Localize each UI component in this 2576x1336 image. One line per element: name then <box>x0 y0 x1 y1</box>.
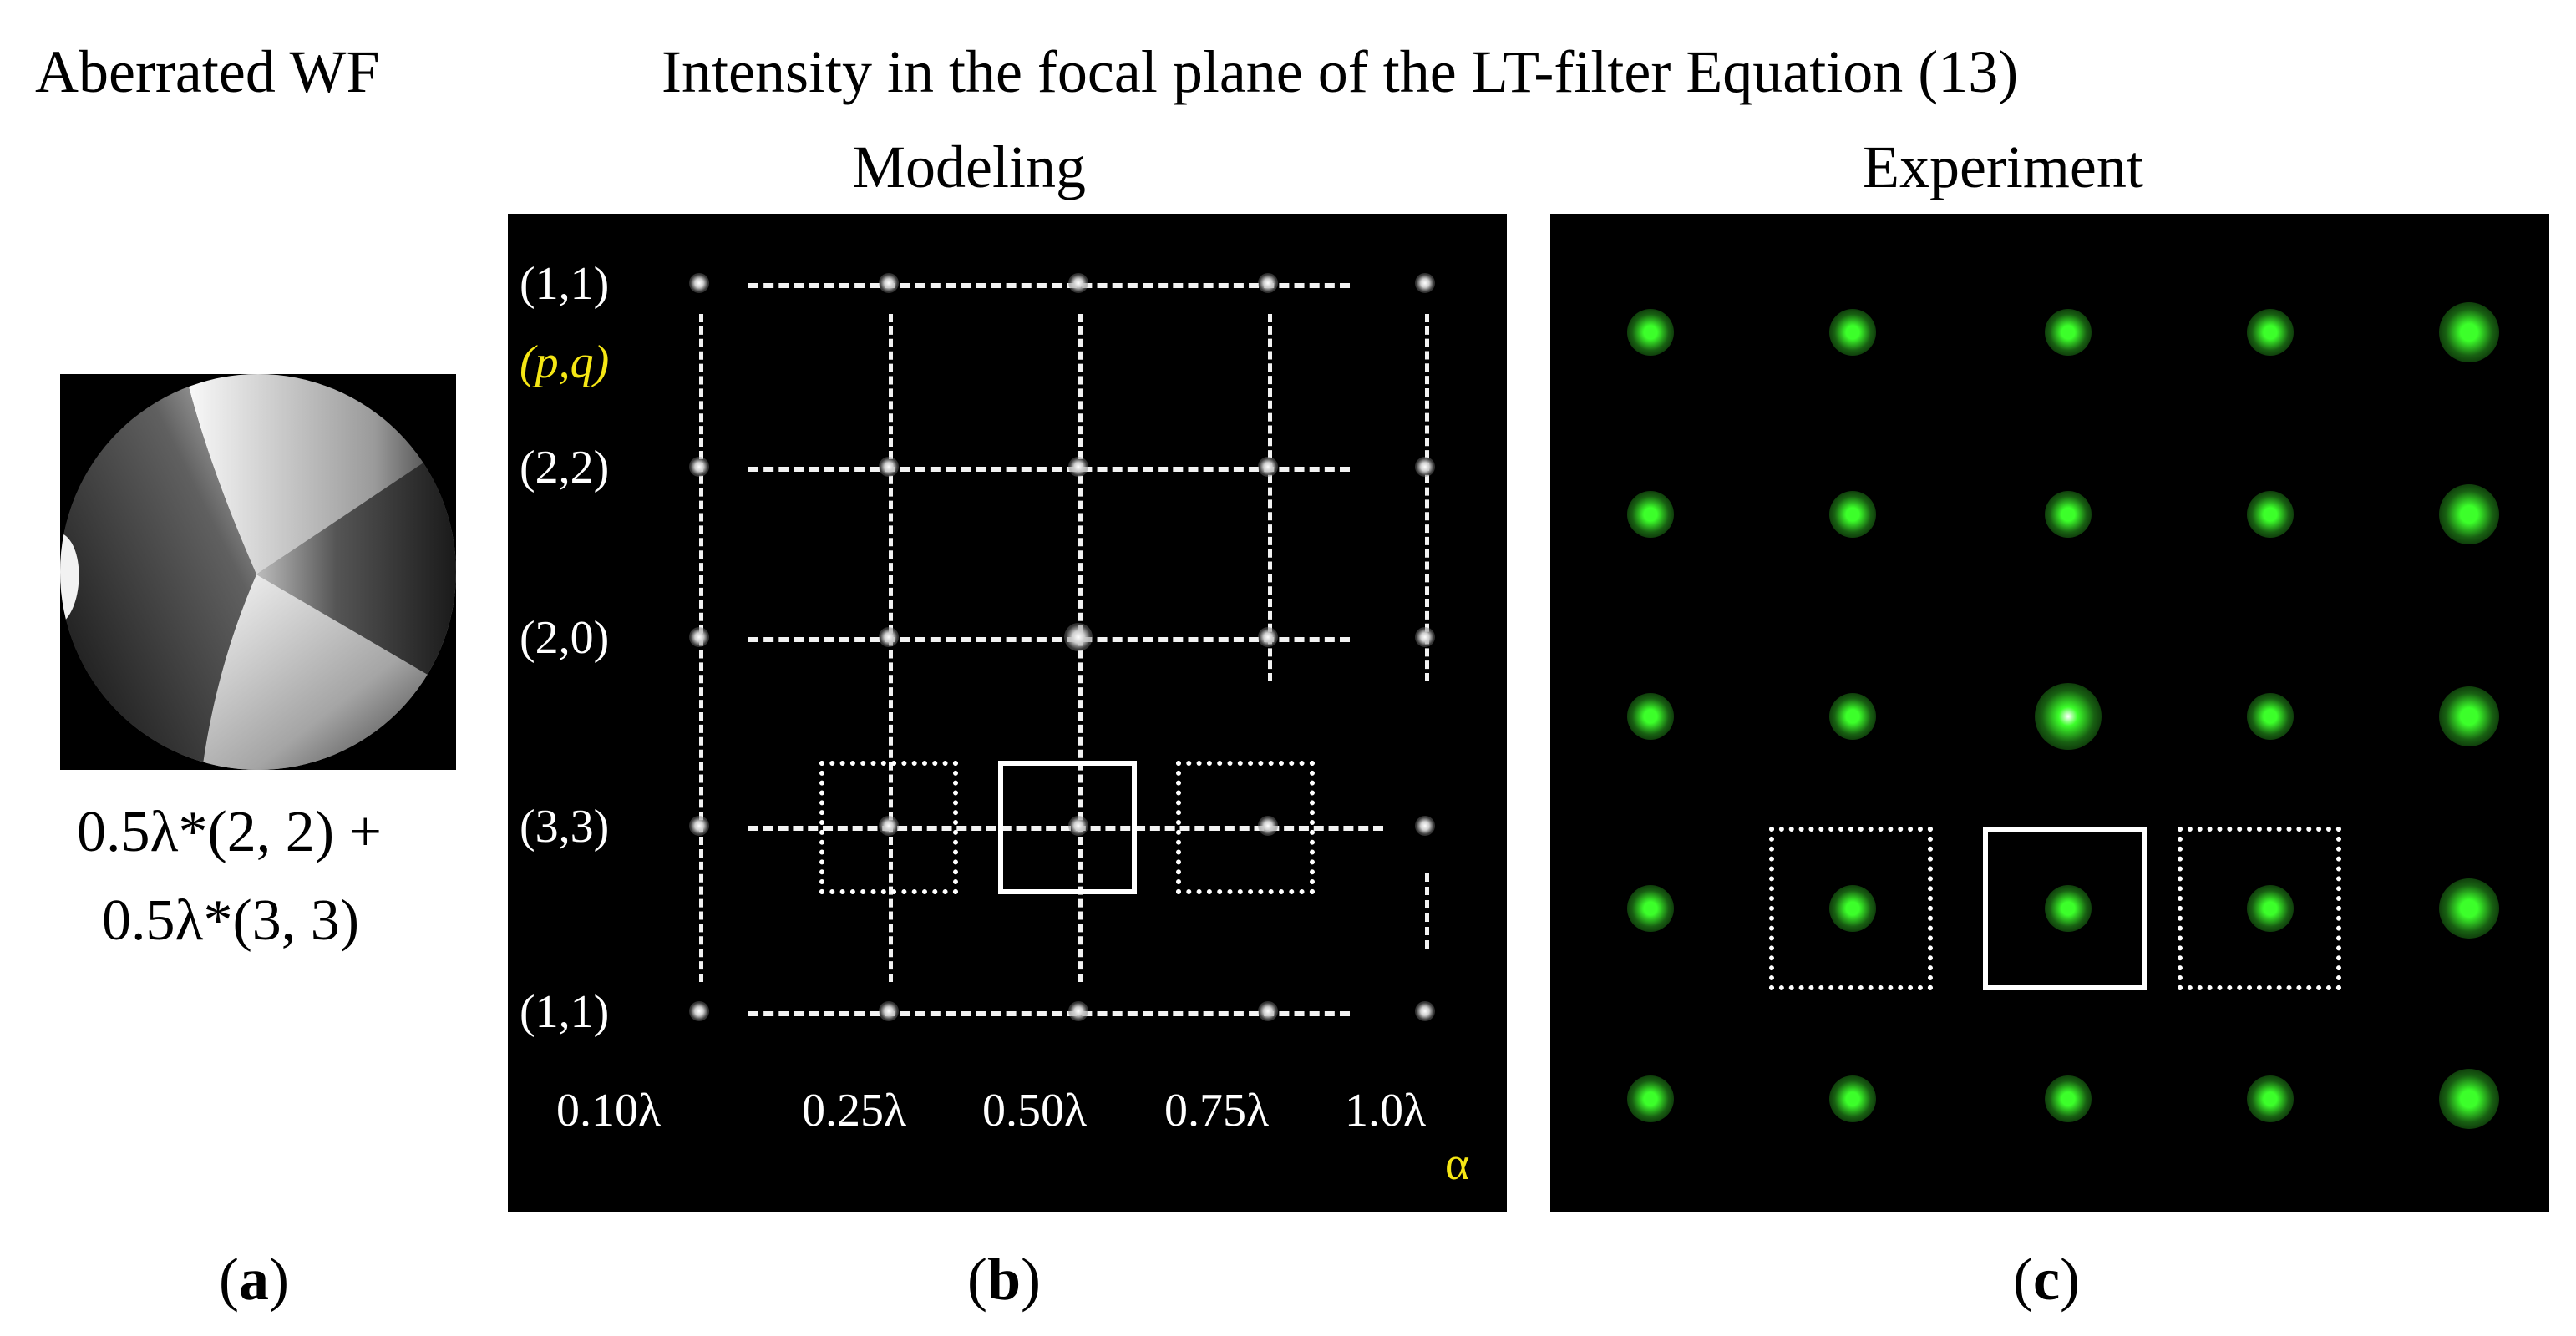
experiment-focal-spot <box>1627 885 1674 932</box>
experiment-focal-spot <box>2045 309 2092 356</box>
caption-b: (b) <box>967 1246 1042 1313</box>
modeling-focal-spot <box>1258 457 1278 477</box>
aberrated-wf-heading: Aberrated WF <box>35 38 380 105</box>
experiment-focal-spot <box>1829 885 1876 932</box>
modeling-focal-spot <box>879 273 899 293</box>
experiment-focal-spot <box>2247 885 2294 932</box>
caption-letter: b <box>986 1246 1022 1313</box>
experiment-focal-spot <box>2247 1075 2294 1122</box>
alpha-label: α <box>1445 1138 1470 1190</box>
experiment-focal-spot <box>2045 885 2092 932</box>
experiment-focal-spot <box>2035 683 2102 750</box>
modeling-focal-spot <box>1068 457 1088 477</box>
formula-line-2: 0.5λ*(3, 3) <box>102 888 360 953</box>
row-connector <box>748 467 1350 472</box>
experiment-focal-spot <box>2439 1069 2499 1129</box>
experiment-focal-spot <box>2045 491 2092 538</box>
experiment-focal-spot <box>2247 693 2294 740</box>
modeling-focal-spot <box>1068 1001 1088 1021</box>
experiment-focal-spot <box>2439 302 2499 362</box>
modeling-focal-spot <box>689 457 709 477</box>
experiment-focal-spot <box>2247 491 2294 538</box>
modeling-focal-spot <box>689 273 709 293</box>
column-connector <box>889 314 893 982</box>
experiment-focal-spot <box>2247 309 2294 356</box>
column-connector <box>1425 873 1429 949</box>
main-title: Intensity in the focal plane of the LT-f… <box>662 38 2019 105</box>
column-connector <box>699 314 703 982</box>
modeling-focal-spot <box>689 627 709 647</box>
column-label: 0.50λ <box>982 1085 1088 1136</box>
modeling-focal-spot <box>1068 273 1088 293</box>
modeling-focal-spot <box>879 1001 899 1021</box>
modeling-focal-spot <box>1415 1001 1435 1021</box>
row-label: (2,2) <box>520 442 610 493</box>
experiment-focal-spot <box>1829 693 1876 740</box>
solid-box <box>1983 827 2147 990</box>
modeling-focal-spot <box>1258 627 1278 647</box>
modeling-focal-spot <box>1258 273 1278 293</box>
experiment-focal-spot <box>1627 309 1674 356</box>
row-label: (2,0) <box>520 612 610 664</box>
row-connector <box>748 283 1350 288</box>
modeling-focal-spot <box>1415 273 1435 293</box>
experiment-focal-spot <box>1627 693 1674 740</box>
modeling-focal-spot <box>689 1001 709 1021</box>
caption-letter: c <box>2032 1246 2060 1313</box>
modeling-focal-spot <box>1258 1001 1278 1021</box>
column-label: 0.75λ <box>1164 1085 1270 1136</box>
column-connector <box>1268 314 1272 681</box>
experiment-focal-spot <box>1829 309 1876 356</box>
experiment-focal-spot <box>1829 491 1876 538</box>
row-label: (1,1) <box>520 986 610 1038</box>
experiment-panel <box>1550 214 2549 1212</box>
solid-box <box>998 761 1137 894</box>
caption-a: (a) <box>219 1246 289 1313</box>
row-label: (1,1) <box>520 258 610 310</box>
modeling-focal-spot <box>1068 816 1088 836</box>
modeling-focal-spot <box>1415 816 1435 836</box>
column-connector <box>1425 314 1429 681</box>
pq-label: (p,q) <box>520 337 610 388</box>
column-label: 1.0λ <box>1345 1085 1427 1136</box>
modeling-heading: Modeling <box>852 134 1086 200</box>
row-label: (3,3) <box>520 801 610 853</box>
dotted-box <box>819 761 958 894</box>
row-connector <box>748 1011 1350 1016</box>
column-label: 0.10λ <box>556 1085 662 1136</box>
modeling-focal-spot <box>689 816 709 836</box>
caption-letter: a <box>238 1246 269 1313</box>
dotted-box <box>1176 761 1315 894</box>
formula-line-1: 0.5λ*(2, 2) + <box>77 800 383 864</box>
dotted-box <box>1769 827 1933 990</box>
modeling-focal-spot <box>1415 627 1435 647</box>
modeling-panel: (1,1) (p,q) (2,2) (2,0) (3,3) (1,1) 0.10… <box>508 214 1507 1212</box>
row-connector <box>748 637 1350 642</box>
modeling-focal-spot <box>1258 816 1278 836</box>
experiment-focal-spot <box>2439 686 2499 746</box>
modeling-focal-spot <box>1064 623 1093 651</box>
modeling-focal-spot <box>1415 457 1435 477</box>
experiment-focal-spot <box>1829 1075 1876 1122</box>
modeling-focal-spot <box>879 816 899 836</box>
experiment-heading: Experiment <box>1863 134 2143 200</box>
wavefront-pattern <box>60 374 456 770</box>
experiment-focal-spot <box>1627 1075 1674 1122</box>
modeling-focal-spot <box>879 627 899 647</box>
column-label: 0.25λ <box>802 1085 907 1136</box>
experiment-focal-spot <box>2439 878 2499 939</box>
row-connector <box>748 826 1383 831</box>
experiment-focal-spot <box>1627 491 1674 538</box>
caption-c: (c) <box>2013 1246 2080 1313</box>
dotted-box <box>2178 827 2341 990</box>
experiment-focal-spot <box>2439 484 2499 544</box>
experiment-focal-spot <box>2045 1075 2092 1122</box>
wavefront-image <box>60 374 456 770</box>
modeling-focal-spot <box>879 457 899 477</box>
